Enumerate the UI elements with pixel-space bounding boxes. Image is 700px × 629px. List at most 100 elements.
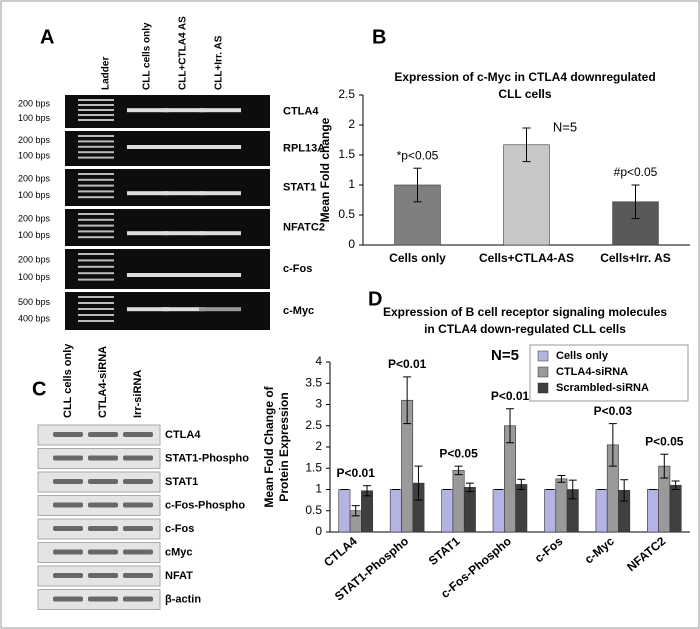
- row-label: CTLA4: [165, 429, 201, 441]
- error-bar: [671, 480, 680, 490]
- blot-band: [53, 596, 83, 602]
- blot-band: [88, 549, 118, 555]
- y-tick-label: 0: [315, 524, 322, 538]
- gel-band: [163, 273, 205, 277]
- blot-band: [53, 549, 83, 555]
- annotation: P<0.01: [337, 466, 376, 480]
- bar: [647, 489, 659, 533]
- lane-label: CLL cells only: [142, 22, 153, 90]
- blot-band: [88, 479, 118, 484]
- annotation: P<0.03: [594, 404, 633, 418]
- panel-letter: D: [368, 288, 382, 310]
- y-axis-label: Mean Fold Change of: [262, 385, 276, 507]
- ladder-band: [78, 296, 114, 298]
- bar: [361, 490, 373, 533]
- legend-swatch: [537, 366, 549, 378]
- ladder-band: [78, 109, 114, 111]
- bar: [463, 487, 476, 533]
- y-axis-label: Mean Fold change: [318, 117, 332, 222]
- ladder-band: [78, 99, 114, 101]
- ladder-band: [78, 119, 114, 121]
- error-bar: [414, 465, 423, 501]
- ladder-band: [78, 224, 114, 227]
- chart-title: CLL cells: [498, 87, 551, 101]
- panel-letter: C: [32, 378, 46, 400]
- gel-band: [127, 191, 169, 196]
- error-bar: [363, 485, 372, 497]
- size-label: 100 bps: [18, 272, 51, 282]
- y-tick-label: 0: [348, 237, 355, 251]
- ladder-band: [78, 236, 114, 239]
- bar: [595, 489, 608, 533]
- y-tick-label: 0.5: [338, 207, 355, 221]
- bar: [452, 470, 465, 533]
- ladder-band: [78, 213, 114, 215]
- ladder-band: [78, 320, 114, 322]
- gene-label: CTLA4: [283, 105, 319, 117]
- y-tick-label: 2: [348, 117, 355, 131]
- lane-label: CLL cells only: [62, 343, 74, 418]
- blot-band: [53, 479, 83, 484]
- error-bar: [517, 478, 526, 490]
- ladder-band: [78, 302, 114, 304]
- blot-band: [123, 479, 153, 484]
- blot-band: [123, 526, 153, 531]
- blot-band: [123, 549, 153, 555]
- gel-band: [163, 145, 205, 149]
- blot-band: [88, 455, 118, 461]
- ladder-band: [78, 230, 114, 233]
- y-tick-label: 1.5: [338, 147, 355, 161]
- ladder-band: [78, 140, 114, 143]
- row-label: NFAT: [165, 570, 193, 582]
- bar: [669, 484, 682, 533]
- error-bar: [351, 505, 360, 517]
- annotation: P<0.05: [439, 446, 478, 460]
- y-tick-label: 0.5: [305, 503, 322, 517]
- ladder-band: [78, 259, 114, 262]
- lane-label: Irr-siRNA: [132, 370, 144, 418]
- blot-band: [53, 455, 83, 461]
- gel-band: [163, 191, 205, 196]
- legend-label: Cells only: [556, 350, 609, 362]
- gene-label: c-Fos: [283, 263, 312, 275]
- row-label: c-Fos-Phospho: [165, 499, 245, 511]
- blot-band: [123, 596, 153, 602]
- ladder-band: [78, 196, 114, 199]
- ladder-band: [78, 278, 114, 281]
- annotation: *p<0.05: [397, 148, 439, 162]
- error-bar: [608, 423, 617, 467]
- ladder-band: [78, 114, 114, 116]
- error-bar: [631, 184, 640, 220]
- annotation: P<0.05: [645, 434, 684, 448]
- gel: [65, 169, 270, 206]
- blot-band: [88, 432, 118, 437]
- size-label: 200 bps: [18, 255, 51, 265]
- gel-band: [127, 307, 169, 312]
- gel-band: [163, 108, 205, 113]
- blot-band: [88, 573, 118, 578]
- legend-swatch: [537, 382, 549, 394]
- bar: [515, 484, 528, 533]
- y-tick-label: 2.5: [305, 418, 322, 432]
- size-label: 200 bps: [18, 99, 51, 109]
- gel: [65, 209, 270, 246]
- size-label: 400 bps: [18, 314, 51, 324]
- note: N=5: [553, 119, 577, 134]
- blot-band: [53, 502, 83, 508]
- bar: [555, 478, 568, 533]
- error-bar: [568, 479, 577, 500]
- gel-band: [127, 145, 169, 149]
- y-tick-label: 1: [315, 482, 322, 496]
- error-bar: [660, 453, 669, 479]
- y-tick-label: 2.5: [338, 87, 355, 101]
- size-label: 500 bps: [18, 297, 51, 307]
- bar: [389, 489, 402, 533]
- error-bar: [620, 479, 629, 502]
- blot-band: [53, 432, 83, 437]
- legend-swatch: [537, 350, 549, 362]
- blot-band: [123, 432, 153, 437]
- gene-label: NFATC2: [283, 221, 325, 233]
- blot-band: [88, 502, 118, 508]
- ladder-band: [78, 184, 114, 187]
- lane-label: CLL+CTLA4 AS: [178, 16, 189, 90]
